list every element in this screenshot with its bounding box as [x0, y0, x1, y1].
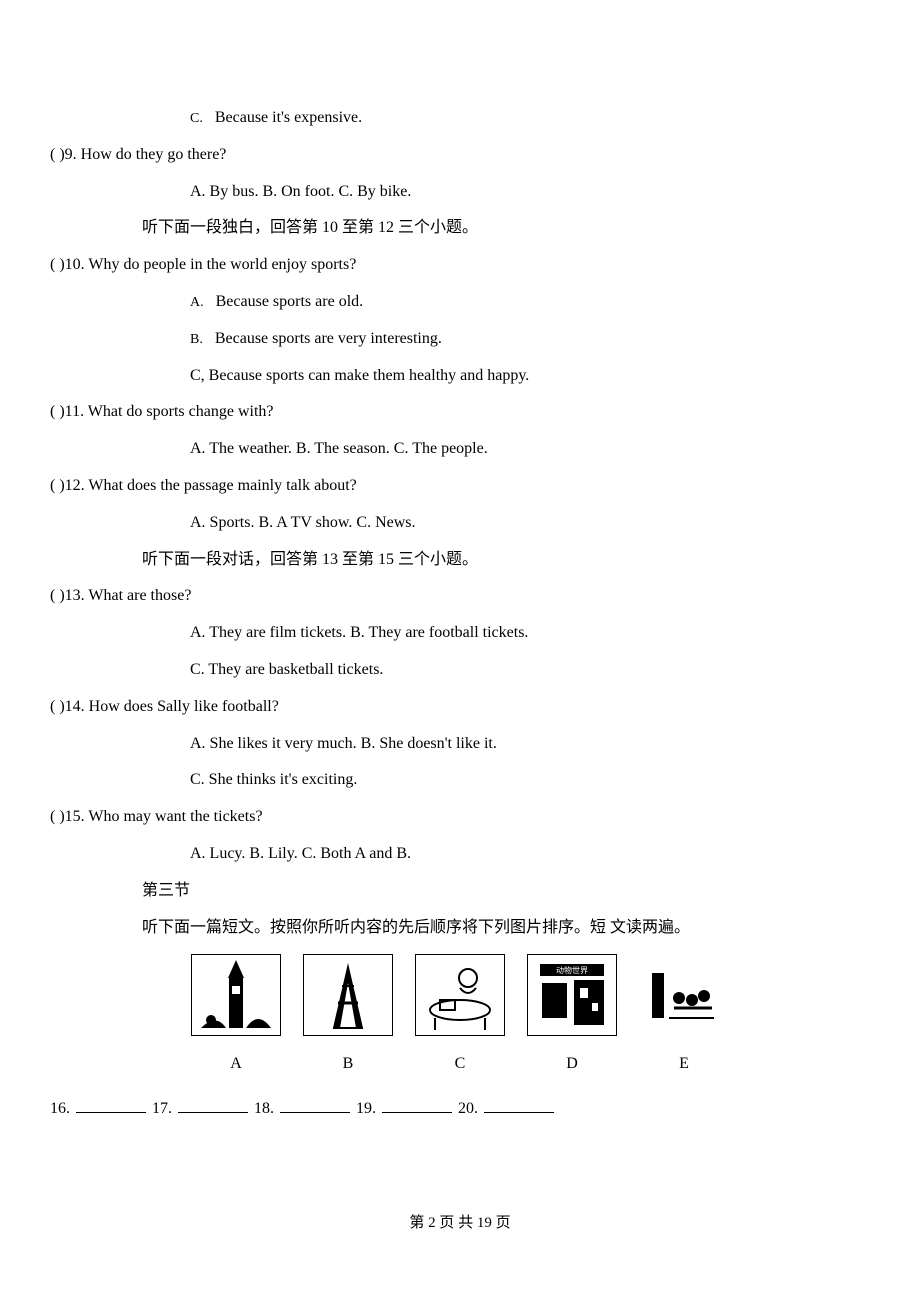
answer-paren[interactable]: ( ) — [50, 256, 65, 273]
option-line: B. Because sports are very interesting. — [50, 321, 870, 358]
options-line: A. Lucy. B. Lily. C. Both A and B. — [50, 836, 870, 873]
page-content: C. Because it's expensive. ( )9. How do … — [0, 0, 920, 1128]
option-text: Because sports are old. — [216, 293, 364, 310]
blank-num: 19. — [356, 1100, 376, 1117]
question-text: What does the passage mainly talk about? — [88, 477, 356, 494]
question-line: ( )15. Who may want the tickets? — [50, 799, 870, 836]
answer-paren[interactable]: ( ) — [50, 146, 65, 163]
question-line: ( )10. Why do people in the world enjoy … — [50, 247, 870, 284]
question-line: ( )11. What do sports change with? — [50, 394, 870, 431]
question-num: 12. — [65, 477, 85, 494]
question-line: ( )12. What does the passage mainly talk… — [50, 468, 870, 505]
option-letter: B. — [190, 332, 203, 347]
answer-blank[interactable] — [178, 1112, 248, 1113]
options-line: A. Sports. B. A TV show. C. News. — [50, 505, 870, 542]
instruction-line: 听下面一段对话，回答第 13 至第 15 三个小题。 — [50, 542, 870, 579]
option-text: Because sports are very interesting. — [215, 330, 442, 347]
options-line: A. They are film tickets. B. They are fo… — [50, 615, 870, 652]
option-letter: A. — [190, 295, 204, 310]
question-line: ( )13. What are those? — [50, 578, 870, 615]
question-text: How does Sally like football? — [89, 698, 279, 715]
answer-paren[interactable]: ( ) — [50, 477, 65, 494]
options-line: C. She thinks it's exciting. — [50, 762, 870, 799]
option-line: C. Because it's expensive. — [50, 100, 870, 137]
question-num: 10. — [65, 256, 85, 273]
blank-num: 17. — [152, 1100, 172, 1117]
instruction-line: 听下面一篇短文。按照你所听内容的先后顺序将下列图片排序。短 文读两遍。 — [50, 910, 870, 947]
answer-paren[interactable]: ( ) — [50, 587, 65, 604]
image-option-d: 动物世界 D — [527, 954, 617, 1083]
page-current: 2 — [428, 1215, 436, 1231]
question-num: 15. — [65, 808, 85, 825]
question-num: 11. — [65, 403, 84, 420]
question-line: ( )14. How does Sally like football? — [50, 689, 870, 726]
option-text: Because it's expensive. — [215, 109, 362, 126]
answer-blank[interactable] — [76, 1112, 146, 1113]
option-line: C, Because sports can make them healthy … — [50, 358, 870, 395]
blank-num: 18. — [254, 1100, 274, 1117]
options-line: A. By bus. B. On foot. C. By bike. — [50, 174, 870, 211]
option-letter: C. — [190, 111, 203, 126]
answer-blank[interactable] — [484, 1112, 554, 1113]
image-label: B — [343, 1046, 354, 1083]
options-line: C. They are basketball tickets. — [50, 652, 870, 689]
page-total: 19 — [477, 1215, 492, 1231]
question-line: ( )9. How do they go there? — [50, 137, 870, 174]
section-heading: 第三节 — [50, 873, 870, 910]
question-num: 14. — [65, 698, 85, 715]
eiffel-tower-icon — [303, 954, 393, 1036]
footer-mid: 页 共 — [436, 1215, 477, 1231]
footer-suffix: 页 — [492, 1215, 511, 1231]
question-text: What do sports change with? — [88, 403, 274, 420]
scene-icon — [639, 954, 729, 1036]
image-option-c: C — [415, 954, 505, 1083]
image-option-e: E — [639, 954, 729, 1083]
question-text: Why do people in the world enjoy sports? — [88, 256, 356, 273]
answer-blank[interactable] — [382, 1112, 452, 1113]
animal-world-icon: 动物世界 — [527, 954, 617, 1036]
question-num: 9. — [65, 146, 77, 163]
footer-prefix: 第 — [409, 1215, 428, 1231]
blank-num: 20. — [458, 1100, 478, 1117]
image-label: A — [230, 1046, 242, 1083]
question-text: How do they go there? — [81, 146, 227, 163]
page-footer: 第 2 页 共 19 页 — [0, 1211, 920, 1232]
answer-paren[interactable]: ( ) — [50, 403, 65, 420]
animal-world-caption: 动物世界 — [556, 965, 588, 975]
person-desk-icon — [415, 954, 505, 1036]
options-line: A. She likes it very much. B. She doesn'… — [50, 726, 870, 763]
blank-num: 16. — [50, 1100, 70, 1117]
answer-blank[interactable] — [280, 1112, 350, 1113]
image-label: C — [455, 1046, 466, 1083]
image-option-b: B — [303, 954, 393, 1083]
answer-blanks-row: 16. 17. 18. 19. 20. — [50, 1091, 870, 1128]
option-line: A. Because sports are old. — [50, 284, 870, 321]
question-text: Who may want the tickets? — [88, 808, 262, 825]
options-line: A. The weather. B. The season. C. The pe… — [50, 431, 870, 468]
question-text: What are those? — [88, 587, 191, 604]
instruction-line: 听下面一段独白，回答第 10 至第 12 三个小题。 — [50, 210, 870, 247]
answer-paren[interactable]: ( ) — [50, 698, 65, 715]
image-label: D — [566, 1046, 578, 1083]
big-ben-icon — [191, 954, 281, 1036]
question-num: 13. — [65, 587, 85, 604]
image-option-a: A — [191, 954, 281, 1083]
answer-paren[interactable]: ( ) — [50, 808, 65, 825]
image-ordering-row: A B — [50, 954, 870, 1083]
image-label: E — [679, 1046, 689, 1083]
